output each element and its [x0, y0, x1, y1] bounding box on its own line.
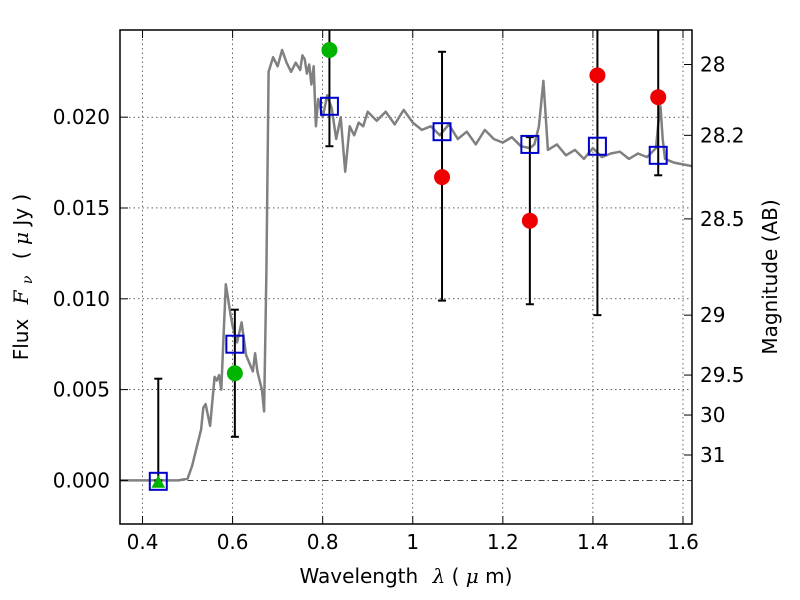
model-flux-square [520, 134, 540, 154]
y-axis-label-symbol: F [9, 289, 33, 305]
x-tick-label: 1.6 [667, 530, 699, 554]
red-detection-point [589, 67, 606, 84]
model-flux-square [587, 136, 607, 156]
red-detection-point [650, 89, 667, 106]
green-detection-point [226, 365, 243, 382]
y-axis-label-text: Flux [9, 319, 33, 361]
x-axis-label: Wavelength λ ( μ m) [300, 564, 513, 588]
y-axis-label-unit-mu: μ [9, 232, 33, 245]
y-axis-label-sub: ν [20, 275, 36, 284]
y-axis-label-unit-rest: Jy ) [9, 194, 33, 228]
magnitude-tick-label: 28 [700, 53, 725, 77]
magnitude-tick-label: 29.5 [700, 363, 745, 387]
y-axis-label: Flux F ν ( μ Jy ) [9, 194, 37, 361]
magnitude-tick-label: 31 [700, 443, 725, 467]
y-tick-label: 0.005 [53, 378, 110, 402]
y2-axis-label: Magnitude (AB) [758, 199, 782, 354]
x-axis-label-symbol: λ [432, 564, 446, 588]
x-tick-label: 0.6 [217, 530, 249, 554]
x-tick-label: 1.4 [577, 530, 609, 554]
model-flux-square [648, 145, 668, 165]
x-tick-label: 0.8 [307, 530, 339, 554]
y-tick-label: 0.020 [53, 105, 110, 129]
magnitude-tick-label: 28.5 [700, 207, 745, 231]
x-axis-label-unit-rest: m) [485, 564, 512, 588]
x-axis-label-unit-open: ( [452, 564, 460, 588]
model-flux-square [148, 471, 168, 491]
x-tick-label: 0.4 [127, 530, 159, 554]
grid-lines [120, 30, 692, 524]
red-detection-point [521, 212, 538, 229]
green-detection-point [321, 41, 338, 58]
model-flux-square [319, 96, 339, 116]
y-tick-label: 0.000 [53, 468, 110, 492]
magnitude-tick-label: 30 [700, 403, 725, 427]
magnitude-tick-label: 28.2 [700, 123, 745, 147]
y-axis-label-unit-open: ( [9, 245, 33, 259]
x-axis-label-text: Wavelength [300, 564, 419, 588]
magnitude-tick-label: 29 [700, 303, 725, 327]
y-tick-label: 0.015 [53, 196, 110, 220]
plot-frame [119, 29, 693, 525]
x-tick-label: 1.2 [487, 530, 519, 554]
x-tick-label: 1 [406, 530, 419, 554]
y-tick-label: 0.010 [53, 287, 110, 311]
model-flux-square [225, 334, 245, 354]
data-layer [120, 30, 692, 491]
red-detection-point [434, 169, 451, 186]
x-axis-label-unit-mu: μ [466, 564, 479, 588]
green-triangle-marker [151, 475, 166, 488]
sed-model-line [120, 48, 692, 482]
model-flux-square [432, 122, 452, 142]
ticks-layer: 0.4 0.6 0.8 1 1.2 1.4 1.6 0.000 0.005 0.010 0.015 0… [53, 30, 745, 554]
